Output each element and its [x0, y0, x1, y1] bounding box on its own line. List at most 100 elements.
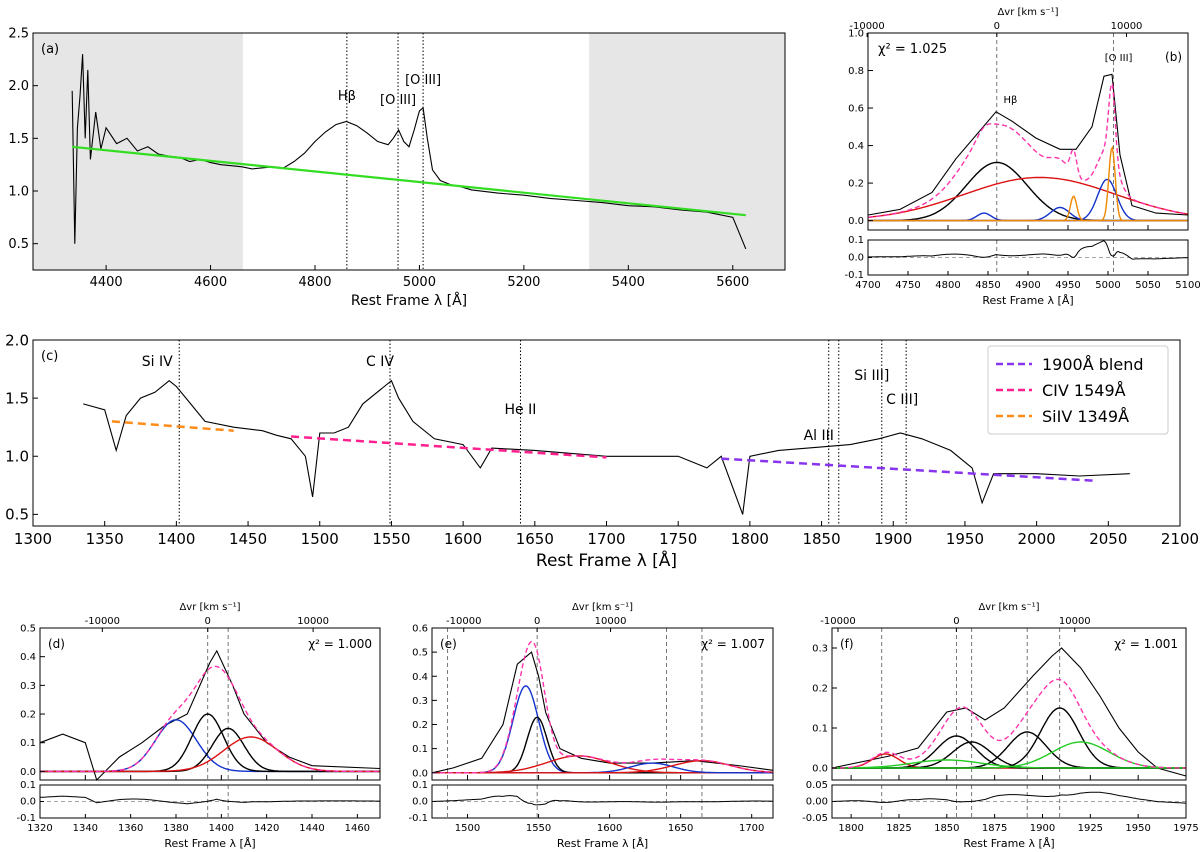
xtick-label-b-8: 5100 — [1175, 280, 1200, 291]
series-d-blue — [40, 719, 380, 773]
line-label-c-5: Si III] — [854, 368, 889, 384]
xtick-label-a-4: 5200 — [507, 275, 540, 290]
top-tick-label-f-0: -10000 — [820, 616, 855, 627]
series-c-civ-1549- — [291, 435, 607, 459]
series-e-spectrum — [431, 651, 774, 774]
xtick-label-f-2: 1850 — [934, 823, 959, 834]
residual-curve-b — [867, 240, 1188, 260]
xtick-label-c-7: 1650 — [516, 530, 554, 548]
series-f-total-model — [832, 678, 1186, 769]
frame-f — [831, 627, 1187, 781]
residual-frame-b — [867, 239, 1189, 276]
xlabel-f: Rest Frame λ [Å] — [963, 837, 1054, 850]
xtick-label-c-5: 1550 — [372, 530, 410, 548]
xtick-label-d-7: 1460 — [345, 823, 370, 834]
xtick-label-a-5: 5400 — [612, 275, 645, 290]
ytick-label-b-1: 0.2 — [848, 179, 864, 190]
annotation-d: χ² = 1.000 — [308, 637, 372, 651]
ytick-label-b-4: 0.8 — [848, 66, 864, 77]
residual-ytick-label-f-2: 0.05 — [806, 780, 828, 791]
ytick-label-d-2: 0.2 — [20, 710, 36, 721]
series-e-blue-heii — [432, 762, 773, 774]
top-axis-label-b: Δvr [km s⁻¹] — [997, 7, 1058, 18]
xtick-label-b-3: 4850 — [975, 280, 1000, 291]
legend-label-c-1: CIV 1549Å — [1042, 381, 1126, 400]
residual-ytick-label-d-2: 0.1 — [20, 780, 36, 791]
xtick-label-c-0: 1300 — [14, 530, 52, 548]
xtick-label-c-3: 1450 — [229, 530, 267, 548]
series-d-total-model — [40, 665, 380, 773]
ytick-label-e-1: 0.1 — [412, 744, 428, 755]
ytick-label-c-3: 2.0 — [5, 331, 29, 349]
ytick-label-b-0: 0.0 — [848, 216, 864, 227]
xtick-label-b-4: 4900 — [1015, 280, 1040, 291]
xtick-label-e-2: 1600 — [597, 823, 622, 834]
series-e-civ — [432, 716, 773, 774]
shaded-region-a-0 — [33, 33, 243, 270]
line-label-b-0: Hβ — [1003, 95, 1017, 106]
top-axis-label-d: Δvr [km s⁻¹] — [179, 602, 240, 613]
line-label-b-1: [O III] — [1105, 53, 1133, 64]
xtick-label-b-2: 4800 — [935, 280, 960, 291]
series-e-red-civ — [432, 755, 773, 774]
top-tick-label-f-2: 10000 — [1059, 616, 1091, 627]
xtick-label-c-9: 1750 — [659, 530, 697, 548]
panel-label-b: (b) — [1165, 50, 1182, 64]
xlabel-b: Rest Frame λ [Å] — [982, 294, 1073, 307]
xtick-label-a-3: 5000 — [403, 275, 436, 290]
top-tick-label-b-1: 0 — [994, 21, 1000, 32]
series-b-total-model — [867, 83, 1189, 218]
line-label-c-0: Si IV — [142, 354, 173, 370]
xlabel-a: Rest Frame λ [Å] — [351, 292, 467, 309]
xtick-label-b-1: 4750 — [895, 280, 920, 291]
top-tick-label-d-2: 10000 — [297, 616, 329, 627]
ytick-label-e-2: 0.2 — [412, 720, 428, 731]
xtick-label-b-7: 5050 — [1135, 280, 1160, 291]
xtick-label-a-6: 5600 — [716, 275, 749, 290]
legend-box-c — [987, 345, 1169, 435]
xtick-label-c-2: 1400 — [157, 530, 195, 548]
ytick-label-d-3: 0.3 — [20, 681, 36, 692]
residual-ytick-label-e-1: 0.0 — [412, 797, 428, 808]
annotation-b: χ² = 1.025 — [878, 42, 947, 57]
panel-label-f: (f) — [840, 637, 854, 651]
xtick-label-c-12: 1900 — [874, 530, 912, 548]
xtick-label-f-5: 1925 — [1078, 823, 1103, 834]
xtick-label-f-4: 1900 — [1030, 823, 1055, 834]
ytick-label-e-3: 0.3 — [412, 696, 428, 707]
line-label-c-6: C III] — [886, 392, 918, 408]
xtick-label-a-1: 4600 — [194, 275, 227, 290]
xtick-label-d-1: 1340 — [73, 823, 98, 834]
xtick-label-f-0: 1800 — [838, 823, 863, 834]
line-label-a-2: [O III] — [405, 73, 441, 88]
xtick-label-b-5: 4950 — [1055, 280, 1080, 291]
xtick-label-e-3: 1650 — [668, 823, 693, 834]
panel-label-a: (a) — [41, 42, 59, 57]
series-b-spectrum — [867, 73, 1189, 216]
ytick-label-b-5: 1.0 — [848, 29, 864, 40]
series-c-1900-blend — [721, 457, 1095, 482]
ytick-label-e-5: 0.5 — [412, 648, 428, 659]
ytick-label-b-2: 0.4 — [848, 141, 864, 152]
frame-d — [39, 627, 381, 781]
residual-ytick-label-f-1: 0.00 — [806, 797, 828, 808]
xtick-label-b-0: 4700 — [855, 280, 880, 291]
xtick-label-c-6: 1600 — [444, 530, 482, 548]
top-tick-label-d-1: 0 — [205, 616, 211, 627]
ytick-label-f-1: 0.1 — [812, 724, 828, 735]
xtick-label-c-15: 2050 — [1089, 530, 1127, 548]
ytick-label-a-0: 0.5 — [8, 237, 29, 252]
ytick-label-b-3: 0.6 — [848, 104, 864, 115]
line-label-c-2: He II — [505, 402, 537, 418]
ytick-label-a-4: 2.5 — [8, 27, 29, 42]
series-c-siiv-1349- — [111, 420, 234, 432]
top-tick-label-d-0: -10000 — [85, 616, 120, 627]
top-tick-label-e-2: 10000 — [595, 616, 627, 627]
xtick-label-f-3: 1875 — [982, 823, 1007, 834]
residual-ytick-label-d-1: 0.0 — [20, 797, 36, 808]
ytick-label-d-1: 0.1 — [20, 738, 36, 749]
top-tick-label-e-1: 0 — [534, 616, 540, 627]
series-b-very-broad — [867, 176, 1189, 218]
ytick-label-a-2: 1.5 — [8, 132, 29, 147]
